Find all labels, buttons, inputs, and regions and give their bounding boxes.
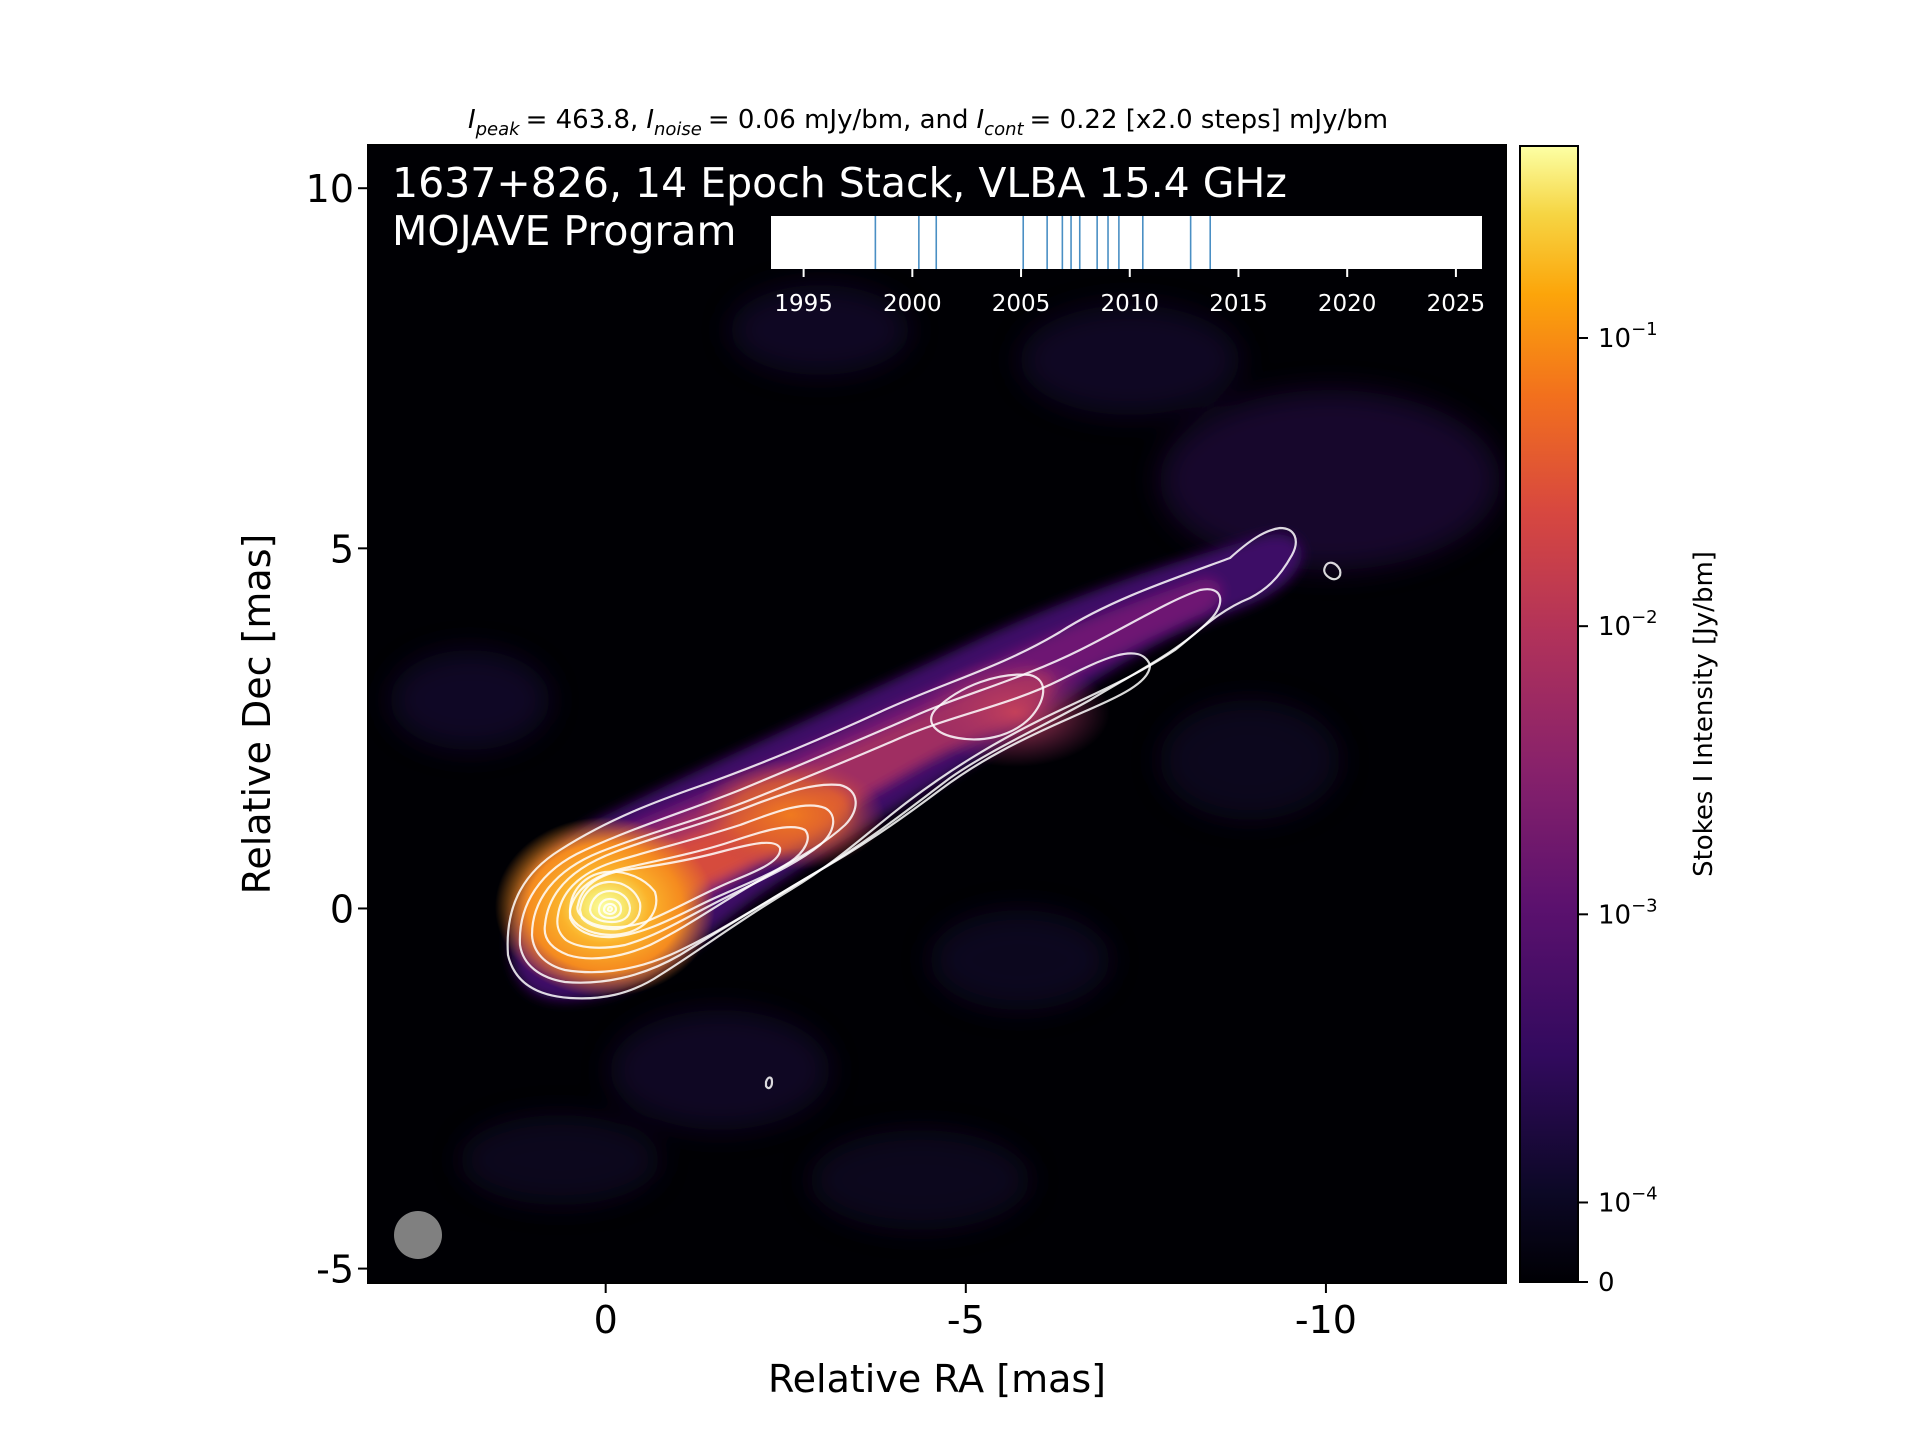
y-axis-label: Relative Dec [mas] [235, 534, 279, 895]
beam-ellipse [394, 1211, 442, 1259]
contour-blob-south [764, 1076, 774, 1090]
colorbar-label: Stokes I Intensity [Jy/bm] [1689, 551, 1719, 877]
contours [506, 526, 1342, 1090]
contour-11 [588, 889, 632, 924]
timeline-tick-label: 2010 [1100, 291, 1159, 317]
contour-6 [556, 804, 835, 949]
colorbar-ticks: 10−1 10−2 10−3 10−4 0 [1578, 319, 1658, 1298]
y-tick-label: -5 [316, 1248, 354, 1292]
x-tick-label: -5 [947, 1298, 985, 1342]
y-tick-label: 0 [330, 887, 354, 931]
contour-9 [568, 870, 658, 936]
program-label: MOJAVE Program [392, 207, 736, 255]
y-axis: 10 5 0 -5 [306, 167, 368, 1292]
y-tick-label: 5 [330, 527, 354, 571]
chart-title: Ipeak = 463.8, Inoise = 0.06 mJy/bm, and Ico… [468, 105, 1388, 140]
timeline-tick-label: 2025 [1427, 291, 1486, 317]
contour-7 [568, 826, 809, 939]
contour-3 [530, 652, 1152, 974]
contour-13 [602, 902, 618, 916]
timeline-box [771, 216, 1482, 269]
epoch-lines [874, 216, 1212, 269]
timeline-tick-label: 2020 [1318, 291, 1377, 317]
timeline-tick-label: 2015 [1209, 291, 1268, 317]
contour-10 [578, 880, 642, 931]
contour-5 [543, 783, 857, 960]
contour-1 [506, 526, 1297, 1000]
y-tick-label: 10 [306, 167, 354, 211]
image-panel [368, 145, 1506, 1283]
colorbar-tick-label: 10−4 [1598, 1183, 1658, 1218]
colorbar-tick-label: 10−3 [1598, 895, 1658, 930]
knot-inner [695, 760, 885, 870]
epoch-timeline: 1995 2000 2005 2010 2015 2020 2025 [771, 216, 1485, 317]
x-tick-label: 0 [594, 1298, 618, 1342]
timeline-tick-label: 2000 [883, 291, 942, 317]
x-tick-label: -10 [1295, 1298, 1357, 1342]
timeline-ticks: 1995 2000 2005 2010 2015 2020 2025 [774, 269, 1485, 317]
timeline-tick-label: 1995 [774, 291, 833, 317]
contour-4 [930, 673, 1045, 741]
plot-frame [367, 144, 1507, 1284]
contour-8 [576, 841, 782, 929]
colorbar-tick-label: 10−2 [1598, 607, 1658, 642]
noise-haze [390, 285, 1500, 1230]
contour-2 [518, 588, 1222, 984]
x-axis: 0 -5 -10 [594, 1283, 1357, 1342]
contour-14 [606, 905, 614, 913]
contour-blob-east [1323, 561, 1342, 581]
colorbar-tick-label: 0 [1598, 1268, 1615, 1298]
contour-12 [597, 897, 623, 920]
colorbar: 10−1 10−2 10−3 10−4 0 Stokes I Intensity [Jy… [1519, 145, 1719, 1298]
colorbar-gradient [1519, 145, 1579, 1283]
timeline-tick-label: 2005 [992, 291, 1051, 317]
colorbar-tick-label: 10−1 [1598, 319, 1658, 354]
source-label: 1637+826, 14 Epoch Stack, VLBA 15.4 GHz [392, 159, 1287, 207]
x-axis-label: Relative RA [mas] [768, 1357, 1106, 1401]
